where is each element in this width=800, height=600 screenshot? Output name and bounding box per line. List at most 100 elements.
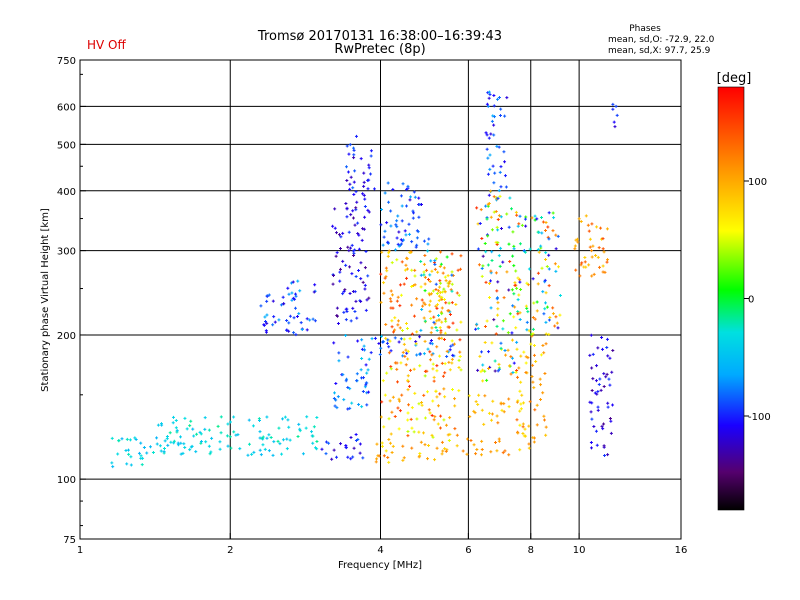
scatter-point (601, 427, 605, 431)
scatter-point (526, 356, 530, 360)
scatter-point (258, 448, 262, 452)
scatter-point (501, 451, 505, 455)
scatter-point (333, 391, 337, 395)
scatter-point (507, 453, 511, 457)
scatter-point (372, 187, 376, 191)
scatter-point (351, 249, 355, 253)
scatter-point (389, 367, 393, 371)
scatter-point (485, 133, 489, 137)
scatter-point (535, 423, 539, 427)
scatter-point (395, 258, 399, 262)
scatter-point (516, 298, 520, 302)
scatter-point (431, 362, 435, 366)
scatter-point (415, 353, 419, 357)
scatter-point (334, 382, 338, 386)
scatter-point (364, 308, 368, 312)
scatter-point (381, 243, 385, 247)
scatter-point (574, 268, 578, 272)
scatter-point (443, 275, 447, 279)
grid-lines (80, 60, 681, 539)
scatter-point (519, 402, 523, 406)
scatter-point (343, 288, 347, 292)
scatter-point (120, 437, 124, 441)
scatter-point (507, 242, 511, 246)
scatter-point (541, 343, 545, 347)
scatter-point (362, 193, 366, 197)
scatter-point (490, 228, 494, 232)
scatter-point (600, 336, 604, 340)
scatter-point (496, 307, 500, 311)
scatter-point (354, 134, 358, 138)
scatter-point (400, 219, 404, 223)
scatter-point (453, 404, 457, 408)
scatter-point (346, 385, 350, 389)
scatter-point (497, 189, 501, 193)
scatter-point (558, 294, 562, 298)
scatter-point (541, 391, 545, 395)
scatter-point (360, 338, 364, 342)
scatter-point (443, 362, 447, 366)
scatter-point (613, 125, 617, 129)
scatter-point (438, 354, 442, 358)
scatter-point (432, 320, 436, 324)
scatter-point (503, 160, 507, 164)
scatter-point (333, 404, 337, 408)
scatter-point (402, 342, 406, 346)
scatter-point (352, 148, 356, 152)
scatter-point (332, 274, 336, 278)
scatter-point (579, 263, 583, 267)
scatter-point (524, 224, 528, 228)
scatter-point (429, 339, 433, 343)
scatter-point (439, 281, 443, 285)
scatter-point (485, 147, 489, 151)
scatter-point (426, 277, 430, 281)
scatter-point (490, 119, 494, 123)
scatter-point (380, 444, 384, 448)
scatter-point (437, 294, 441, 298)
scatter-point (456, 268, 460, 272)
scatter-point (126, 448, 130, 452)
scatter-point (338, 233, 342, 237)
scatter-point (611, 403, 615, 407)
scatter-point (428, 309, 432, 313)
scatter-point (363, 197, 367, 201)
scatter-point (427, 443, 431, 447)
scatter-point (577, 217, 581, 221)
scatter-point (510, 288, 514, 292)
scatter-point (515, 347, 519, 351)
scatter-point (347, 152, 351, 156)
scatter-point (349, 175, 353, 179)
scatter-point (478, 222, 482, 226)
scatter-point (160, 423, 164, 427)
scatter-point (359, 277, 363, 281)
scatter-point (280, 417, 284, 421)
scatter-point (162, 450, 166, 454)
scatter-point (605, 337, 609, 341)
scatter-point (539, 398, 543, 402)
scatter-point (457, 358, 461, 362)
x-tick-label: 2 (227, 545, 233, 556)
scatter-point (349, 457, 353, 461)
scatter-point (476, 368, 480, 372)
scatter-point (409, 417, 413, 421)
scatter-point (584, 214, 588, 218)
scatter-point (406, 388, 410, 392)
scatter-point (377, 454, 381, 458)
scatter-point (296, 435, 300, 439)
scatter-point (486, 91, 490, 95)
scatter-point (232, 430, 236, 434)
scatter-point (271, 323, 275, 327)
scatter-point (483, 324, 487, 328)
scatter-point (434, 282, 438, 286)
scatter-point (420, 400, 424, 404)
scatter-point (490, 412, 494, 416)
scatter-point (339, 235, 343, 239)
scatter-point (506, 348, 510, 352)
scatter-point (606, 258, 610, 262)
scatter-point (412, 367, 416, 371)
scatter-point (474, 452, 478, 456)
scatter-point (450, 273, 454, 277)
scatter-point (199, 432, 203, 436)
scatter-point (383, 191, 387, 195)
scatter-point (387, 351, 391, 355)
